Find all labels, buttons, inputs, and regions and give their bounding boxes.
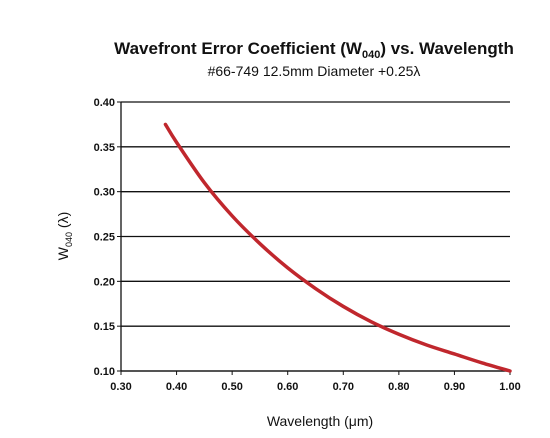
y-tick-label-2: 0.20 — [94, 276, 115, 288]
x-tick-label-5: 0.80 — [388, 381, 409, 393]
x-tick-label-0: 0.30 — [110, 381, 131, 393]
y-tick-label-1: 0.15 — [94, 321, 115, 333]
y-tick-label-4: 0.30 — [94, 187, 115, 199]
y-tick-label-5: 0.35 — [94, 142, 115, 154]
x-tick-label-6: 0.90 — [444, 381, 465, 393]
series-line-0 — [163, 122, 512, 373]
x-tick-label-3: 0.60 — [277, 381, 298, 393]
x-tick-label-7: 1.00 — [499, 381, 520, 393]
y-tick-labels: 0.10 0.15 0.20 0.25 0.30 0.35 0.40 — [94, 97, 115, 378]
chart-subtitle: #66-749 12.5mm Diameter +0.25λ — [208, 63, 421, 79]
x-tick-label-4: 0.70 — [333, 381, 354, 393]
grid — [117, 101, 510, 372]
x-tick-label-1: 0.40 — [166, 381, 187, 393]
x-axis-label: Wavelength (μm) — [267, 413, 373, 429]
x-tick-labels: 0.30 0.40 0.50 0.60 0.70 0.80 0.90 1.00 — [110, 371, 521, 393]
x-tick-label-2: 0.50 — [221, 381, 242, 393]
y-tick-label-3: 0.25 — [94, 232, 115, 244]
y-axis-label: W040 (λ) — [55, 212, 74, 260]
y-tick-label-6: 0.40 — [94, 97, 115, 109]
y-tick-label-0: 0.10 — [94, 366, 115, 378]
axes — [120, 102, 510, 372]
chart-title: Wavefront Error Coefficient (W040) vs. W… — [114, 39, 514, 61]
series-group — [163, 122, 512, 373]
